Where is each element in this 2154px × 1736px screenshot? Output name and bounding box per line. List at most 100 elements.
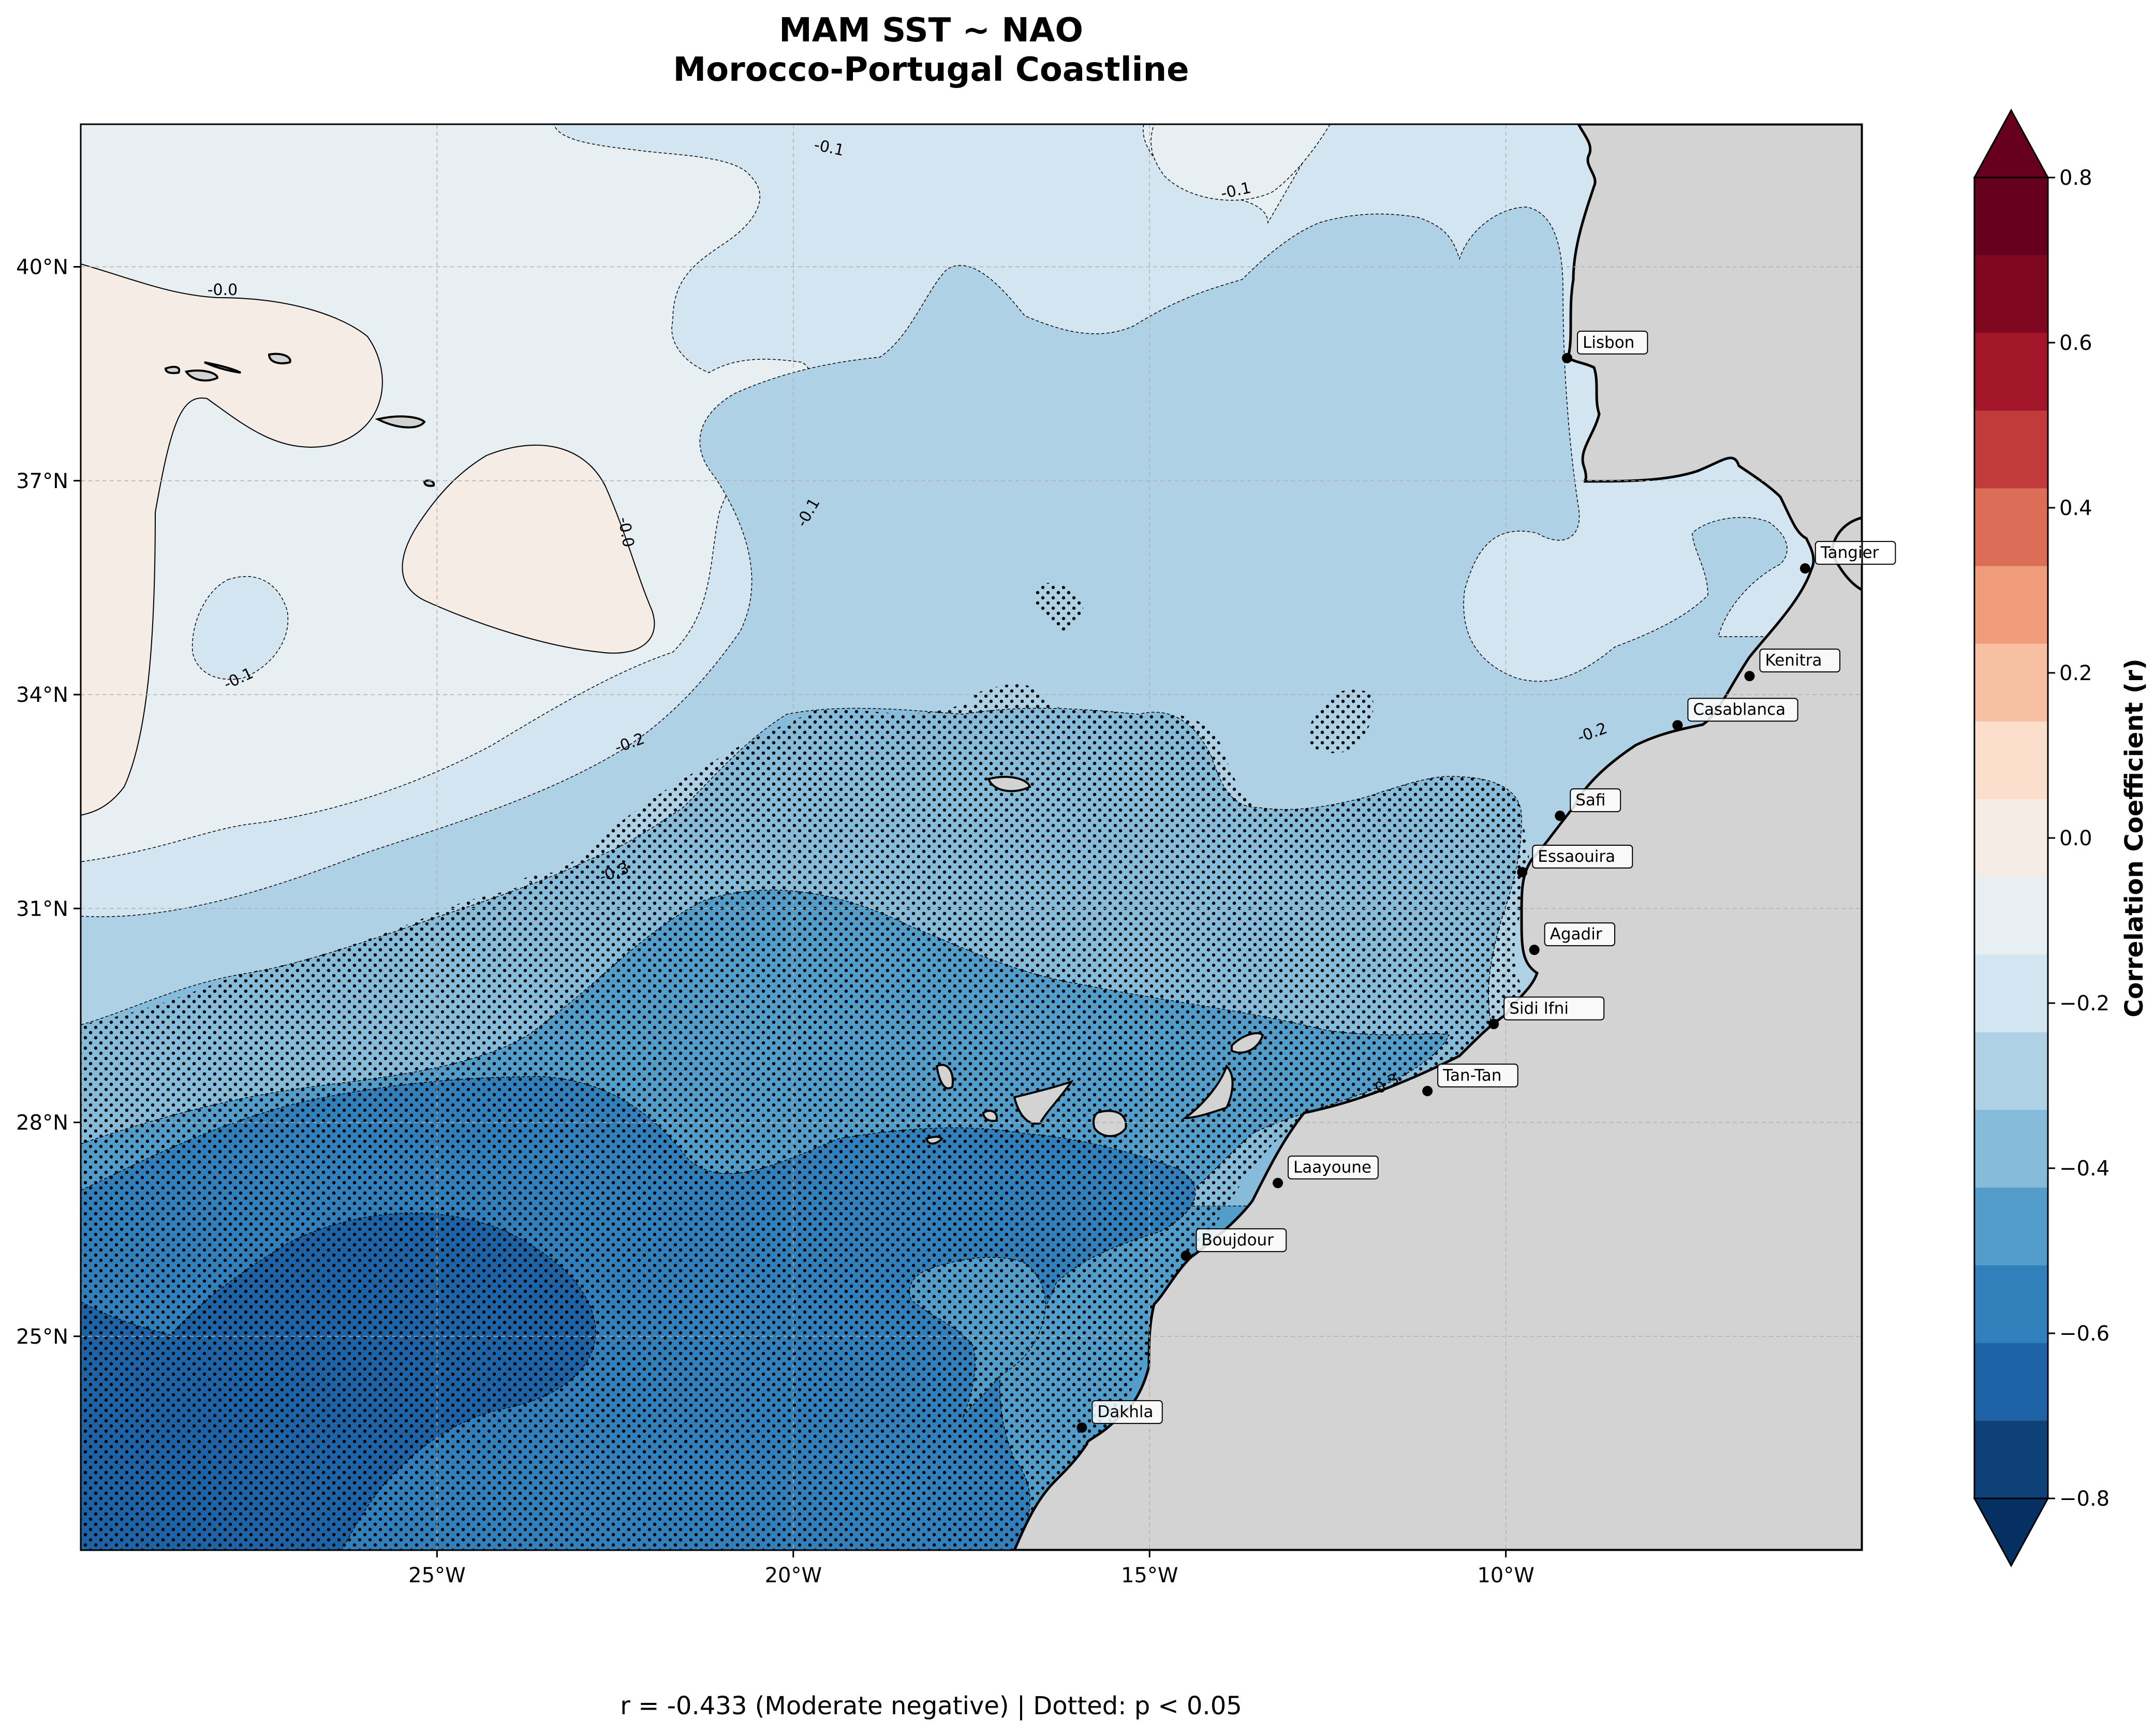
- city-marker: [1555, 811, 1566, 821]
- city-label: Boujdour: [1201, 1231, 1274, 1249]
- city-marker: [1672, 720, 1683, 731]
- city-marker: [1799, 563, 1810, 574]
- colorbar-segment: [1974, 877, 2048, 955]
- island-hierro: [925, 1136, 943, 1145]
- city-label: Laayoune: [1293, 1158, 1371, 1177]
- city-label-box: [1687, 698, 1798, 722]
- city-marker: [1488, 1019, 1499, 1029]
- city-agadir: Agadir: [1529, 922, 1615, 955]
- islands: [164, 352, 1264, 1145]
- map-frame: [80, 123, 1863, 1551]
- city-tan-tan: Tan-Tan: [1422, 1063, 1518, 1096]
- city-label: Kenitra: [1765, 651, 1822, 670]
- city-markers: Lisbon Tangier Kenitra Casablanca Safi Essaou…: [1076, 330, 1896, 1433]
- map-figure: -0.0-0.0-0.1-0.1-0.1-0.1-0.2 -0.2-0.3-0.3…: [16, 108, 2149, 1588]
- colorbar-extend-bottom: [1973, 1497, 2049, 1568]
- x-tick-label: 25°W: [408, 1564, 465, 1587]
- city-casablanca: Casablanca: [1672, 698, 1798, 731]
- island-azores-6: [423, 479, 435, 487]
- colorbar-segment: [1974, 1032, 2048, 1110]
- y-tick-label: 34°N: [16, 683, 68, 707]
- city-label-box: [1196, 1228, 1287, 1253]
- band-minus-0.1-small-patch: [191, 576, 289, 680]
- colorbar-segment: [1974, 1187, 2048, 1266]
- city-tangier: Tangier: [1799, 541, 1896, 574]
- colorbar-segment: [1974, 1110, 2048, 1188]
- city-marker: [1529, 945, 1540, 955]
- y-tick-label: 37°N: [16, 469, 68, 493]
- colorbar-extend-top: [1973, 108, 2049, 179]
- island-fuerteventura: [1182, 1064, 1234, 1120]
- city-marker: [1181, 1250, 1191, 1261]
- map-gridlines: [81, 124, 1862, 1550]
- colorbar-segment: [1974, 178, 2048, 256]
- y-tick-label: 28°N: [16, 1111, 68, 1135]
- x-tick-label: 20°W: [765, 1564, 822, 1587]
- city-marker: [1517, 866, 1528, 877]
- figure-subtitle: Morocco-Portugal Coastline: [673, 51, 1189, 89]
- island-azores-4: [268, 352, 291, 364]
- city-label: Tan-Tan: [1442, 1066, 1501, 1085]
- city-label-box: [1503, 996, 1605, 1021]
- figure-title: MAM SST ~ NAO: [779, 11, 1083, 50]
- island-azores-3: [204, 361, 241, 374]
- city-marker: [1422, 1085, 1433, 1096]
- city-label-box: [1814, 541, 1896, 565]
- colorbar-segment: [1974, 1265, 2048, 1344]
- city-marker: [1562, 352, 1573, 363]
- footer-statistic: r = -0.433 (Moderate negative) | Dotted:…: [620, 1691, 1242, 1720]
- city-label: Tangier: [1820, 543, 1879, 562]
- land-mass: [1013, 124, 1862, 1550]
- colorbar-segment: [1974, 643, 2048, 722]
- city-label: Safi: [1575, 791, 1605, 810]
- city-label-box: [1544, 922, 1615, 947]
- colorbar-segment: [1974, 721, 2048, 800]
- city-safi: Safi: [1555, 788, 1621, 821]
- colorbar: 0.8 0.6 0.4 0.2 0.0 −0.2 −0.4 −0.6 −0.8 Correlati…: [1973, 108, 2149, 1568]
- city-label: Dakhla: [1097, 1403, 1153, 1421]
- y-tick-label: 40°N: [16, 256, 68, 279]
- city-dakhla: Dakhla: [1076, 1400, 1163, 1433]
- island-lanzarote: [1231, 1032, 1264, 1054]
- colorbar-segment: [1974, 799, 2048, 877]
- city-label-box: [1532, 844, 1633, 869]
- colorbar-segment: [1974, 1343, 2048, 1421]
- colorbar-tick-label: 0.6: [2059, 331, 2092, 355]
- city-essaouira: Essaouira: [1517, 844, 1633, 877]
- city-boujdour: Boujdour: [1181, 1228, 1287, 1261]
- city-marker: [1076, 1422, 1087, 1433]
- colorbar-segment: [1974, 333, 2048, 411]
- colorbar-segment: [1974, 566, 2048, 644]
- contour-label: -0.0: [208, 281, 238, 299]
- x-tick-label: 10°W: [1477, 1564, 1534, 1587]
- city-marker: [1273, 1178, 1283, 1188]
- city-label-box: [1437, 1063, 1518, 1087]
- map-axes: 25°W 20°W 15°W 10°W 40°N 37°N 34°N 31°N 28°N 25°N: [16, 256, 1535, 1588]
- city-label-box: [1759, 649, 1841, 673]
- island-azores-1: [164, 365, 181, 374]
- colorbar-segment: [1974, 1420, 2048, 1499]
- city-label-box: [1577, 330, 1648, 355]
- city-kenitra: Kenitra: [1744, 649, 1841, 682]
- colorbar-label: Correlation Coefficient (r): [2120, 658, 2149, 1017]
- y-tick-label: 25°N: [16, 1325, 68, 1349]
- significance-stippling: [81, 583, 1537, 1550]
- city-label: Agadir: [1550, 925, 1602, 944]
- city-label: Sidi Ifni: [1509, 999, 1569, 1018]
- colorbar-tick-label: 0.8: [2059, 166, 2092, 190]
- city-sidi-ifni: Sidi Ifni: [1488, 996, 1605, 1029]
- island-azores-2: [184, 369, 219, 382]
- city-label: Casablanca: [1693, 700, 1786, 719]
- city-label-box: [1570, 788, 1621, 813]
- colorbar-tick-label: 0.2: [2059, 661, 2092, 685]
- city-lisbon: Lisbon: [1562, 330, 1648, 363]
- city-label: Lisbon: [1583, 333, 1634, 352]
- island-tenerife: [1013, 1080, 1074, 1125]
- city-laayoune: Laayoune: [1273, 1155, 1379, 1188]
- colorbar-tick-label: 0.4: [2059, 496, 2092, 520]
- positive-region-west: [81, 263, 383, 816]
- island-gran-canaria: [1092, 1110, 1127, 1137]
- band-minus-0.1-to-minus-0.2-north-lobe: [1150, 124, 1331, 201]
- colorbar-segment: [1974, 954, 2048, 1033]
- colorbar-tick-label: −0.2: [2059, 992, 2109, 1016]
